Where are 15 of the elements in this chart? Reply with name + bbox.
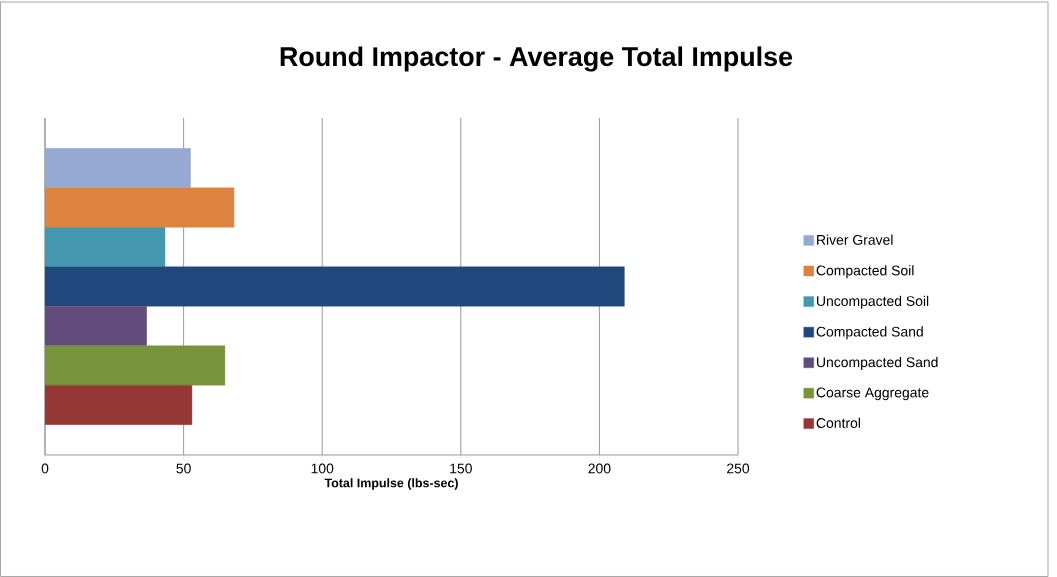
chart-title: Round Impactor - Average Total Impulse: [280, 46, 793, 72]
legend-label: Compacted Sand: [816, 326, 923, 340]
x-tick-label: 100: [311, 463, 334, 474]
legend-label: River Gravel: [817, 234, 893, 245]
x-tick-label: 250: [727, 463, 750, 474]
x-tick-label: 0: [41, 463, 49, 474]
x-axis-title: Total Impulse (lbs-sec): [324, 478, 458, 490]
legend-label: Compacted Soil: [816, 265, 914, 279]
x-tick-label: 200: [588, 463, 611, 474]
legend-label: Coarse Aggregate: [816, 387, 929, 401]
x-tick-label: 50: [176, 463, 191, 474]
x-tick-label: 150: [450, 463, 472, 474]
legend-label: Uncompacted Sand: [817, 356, 938, 370]
legend-label: Uncompacted Soil: [817, 295, 929, 309]
legend-label: Control: [816, 417, 860, 428]
